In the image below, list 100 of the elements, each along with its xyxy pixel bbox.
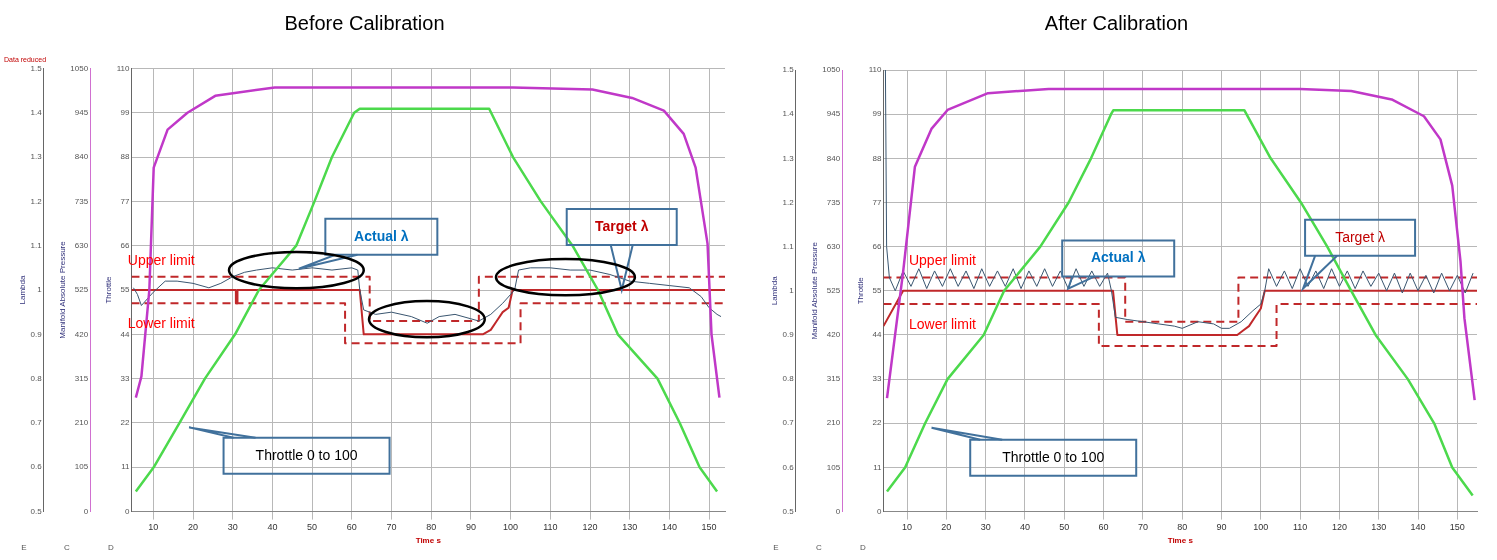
y2-tick-label: 105 bbox=[826, 462, 841, 472]
y-tick-label: 1 bbox=[37, 285, 43, 295]
x-tick-label: 10 bbox=[902, 522, 913, 533]
y-tick-label: 1.5 bbox=[782, 65, 795, 75]
y-tick-label: 0.6 bbox=[782, 462, 795, 472]
y3-tick-label: 88 bbox=[120, 152, 131, 162]
y3-tick-label: 0 bbox=[125, 506, 131, 516]
text: D bbox=[107, 543, 114, 553]
chart-title: After Calibration bbox=[1044, 11, 1189, 34]
y2-tick-label: 945 bbox=[74, 107, 89, 117]
chart-title: Before Calibration bbox=[284, 11, 445, 34]
y-tick-label: 1.3 bbox=[782, 153, 795, 163]
y3-tick-label: 11 bbox=[873, 462, 883, 472]
y-axis-title: Lambda bbox=[770, 275, 779, 306]
y3-tick-label: 0 bbox=[877, 506, 883, 516]
y2-tick-label: 1050 bbox=[70, 63, 89, 73]
y2-tick-label: 210 bbox=[74, 418, 89, 428]
annotation: Throttle 0 to 100 bbox=[1002, 448, 1105, 465]
y-tick-label: 1 bbox=[789, 286, 795, 295]
x-tick-label: 110 bbox=[543, 522, 558, 533]
y2-tick-label: 630 bbox=[826, 241, 841, 251]
y2-axis-title: Manifold Absolute Pressure bbox=[57, 240, 67, 339]
x-tick-label: 50 bbox=[307, 522, 318, 533]
x-tick-label: 120 bbox=[1331, 522, 1347, 533]
y-tick-label: 0.7 bbox=[782, 418, 795, 428]
x-tick-label: 20 bbox=[941, 522, 952, 533]
y2-tick-label: 525 bbox=[74, 285, 89, 295]
y3-tick-label: 22 bbox=[120, 418, 131, 428]
x-tick-label: 10 bbox=[148, 522, 159, 533]
x-tick-label: 120 bbox=[582, 522, 598, 533]
annotation: Upper limit bbox=[908, 252, 976, 269]
y-tick-label: 0.9 bbox=[782, 330, 795, 340]
y2-tick-label: 0 bbox=[83, 506, 89, 516]
y-tick-label: 1.1 bbox=[782, 241, 795, 251]
annotation: Actual λ bbox=[1090, 249, 1146, 266]
x-tick-label: 80 bbox=[426, 522, 437, 533]
y2-tick-label: 315 bbox=[826, 374, 841, 384]
y3-tick-label: 77 bbox=[872, 197, 883, 207]
annotation: Actual λ bbox=[354, 227, 409, 244]
x-tick-label: 150 bbox=[1449, 522, 1465, 533]
x-tick-label: 30 bbox=[227, 522, 238, 533]
y3-axis-title: Throttle bbox=[104, 275, 114, 304]
x-tick-label: 140 bbox=[661, 522, 677, 533]
y3-tick-label: 66 bbox=[872, 241, 883, 251]
y2-tick-label: 1050 bbox=[822, 65, 841, 75]
y-tick-label: 0.8 bbox=[782, 374, 795, 384]
y3-tick-label: 99 bbox=[120, 107, 131, 117]
x-tick-label: 70 bbox=[1137, 522, 1148, 533]
y2-tick-label: 735 bbox=[74, 196, 89, 206]
annotation: Target λ bbox=[595, 217, 649, 234]
y3-tick-label: 110 bbox=[868, 65, 883, 75]
y-tick-label: 0.9 bbox=[30, 329, 43, 339]
y-tick-label: 0.7 bbox=[30, 418, 43, 428]
y3-tick-label: 55 bbox=[872, 286, 883, 295]
y-tick-label: 1.5 bbox=[30, 63, 43, 73]
y2-tick-label: 840 bbox=[74, 152, 89, 162]
y3-tick-label: 66 bbox=[120, 240, 131, 250]
x-tick-label: 100 bbox=[503, 522, 519, 533]
y2-tick-label: 210 bbox=[826, 418, 841, 428]
y-tick-label: 0.5 bbox=[782, 506, 795, 516]
y3-tick-label: 33 bbox=[872, 374, 883, 384]
x-tick-label: 90 bbox=[465, 522, 476, 533]
x-tick-label: 100 bbox=[1253, 522, 1269, 533]
x-tick-label: 70 bbox=[386, 522, 397, 533]
y2-axis-title: Manifold Absolute Pressure bbox=[809, 241, 819, 340]
y2-tick-label: 735 bbox=[826, 197, 841, 207]
y-tick-label: 1.2 bbox=[782, 197, 795, 207]
x-tick-label: 50 bbox=[1059, 522, 1070, 533]
y-axis-title: Lambda bbox=[18, 275, 27, 305]
y3-tick-label: 77 bbox=[120, 196, 131, 206]
y3-tick-label: 88 bbox=[872, 153, 883, 163]
x-tick-label: 130 bbox=[622, 522, 638, 533]
y-tick-label: 0.5 bbox=[30, 506, 43, 516]
y2-tick-label: 420 bbox=[826, 330, 841, 340]
y-tick-label: 1.3 bbox=[30, 152, 43, 162]
y-tick-label: 0.6 bbox=[30, 462, 43, 472]
text: D bbox=[859, 543, 866, 553]
y2-tick-label: 420 bbox=[74, 329, 89, 339]
y2-tick-label: 840 bbox=[826, 153, 841, 163]
x-tick-label: 20 bbox=[188, 522, 199, 533]
y2-tick-label: 0 bbox=[835, 506, 841, 516]
x-tick-label: 80 bbox=[1177, 522, 1188, 533]
x-tick-label: 90 bbox=[1216, 522, 1227, 533]
y-tick-label: 1.1 bbox=[30, 240, 43, 250]
x-tick-label: 60 bbox=[346, 522, 357, 533]
y2-tick-label: 525 bbox=[826, 286, 841, 295]
x-tick-label: 110 bbox=[1292, 522, 1308, 533]
y-tick-label: 1.4 bbox=[30, 107, 43, 117]
x-tick-label: 60 bbox=[1098, 522, 1109, 533]
y3-tick-label: 11 bbox=[121, 462, 131, 472]
y3-tick-label: 33 bbox=[120, 373, 131, 383]
y3-tick-label: 99 bbox=[872, 109, 883, 119]
text: E bbox=[21, 543, 27, 553]
y-tick-label: 0.8 bbox=[30, 373, 43, 383]
text: E bbox=[773, 543, 779, 553]
y-tick-label: 1.4 bbox=[782, 109, 795, 119]
annotation: Lower limit bbox=[908, 315, 976, 332]
y2-tick-label: 315 bbox=[74, 373, 89, 383]
x-tick-label: 130 bbox=[1371, 522, 1387, 533]
x-axis-title: Time s bbox=[415, 536, 442, 546]
